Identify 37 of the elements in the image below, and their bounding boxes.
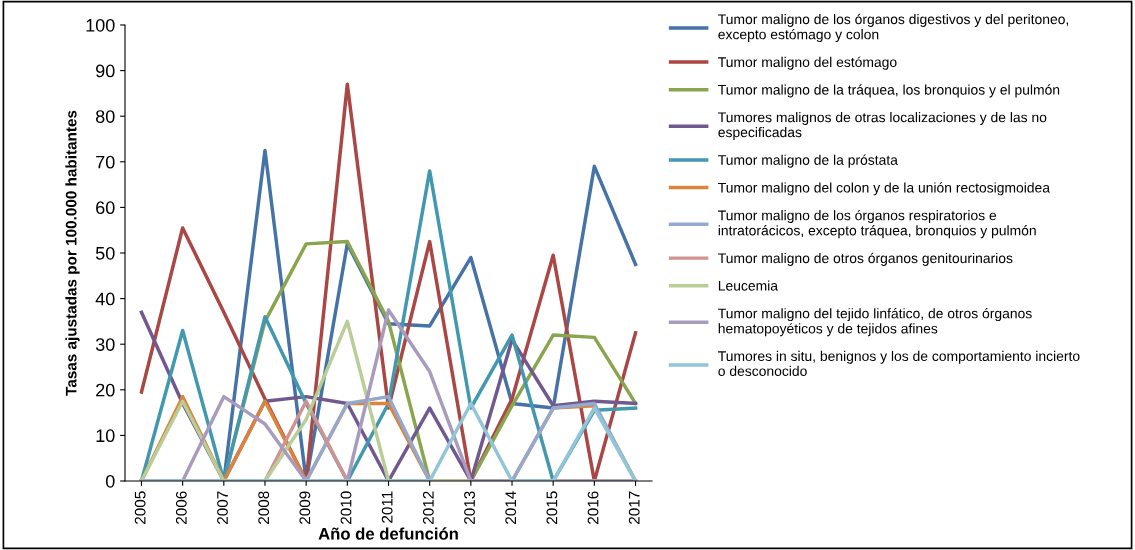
y-tick-label: 60 (96, 201, 115, 215)
x-tick-label: 2013 (464, 491, 475, 524)
legend-label: Tumor maligno del tejido linfático, de otros órganos hematopoyéticos y de tejidos afines (718, 307, 1032, 337)
legend-label: Tumores malignos de otras localizaciones y de las no especificadas (718, 112, 1047, 140)
y-tick-label: 100 (86, 18, 115, 32)
y-tick-label: 20 (96, 383, 115, 397)
x-tick-label: 2016 (587, 491, 599, 524)
y-tick-label: 10 (96, 429, 115, 443)
legend-label: Tumor maligno de la próstata (718, 154, 898, 168)
x-tick-label: 2012 (422, 491, 434, 524)
y-axis-title: Tasas ajustadas por 100.000 habitantes (65, 110, 80, 396)
x-axis-title: Año de defunción (318, 527, 458, 540)
y-tick-label: 90 (96, 64, 115, 78)
legend-label: Tumor maligno de los órganos digestivos y del peritoneo, excepto estómago y colon (718, 13, 1069, 43)
y-tick-label: 40 (95, 292, 115, 306)
x-tick-label: 2015 (546, 491, 558, 524)
legend-label: Tumor maligno de otros órganos genitourinarios (718, 252, 1013, 266)
y-tick-label: 80 (95, 110, 115, 123)
y-tick-label: 0 (105, 474, 115, 488)
legend-label: Tumor maligno de la tráquea, los bronquios y el pulmón (718, 84, 1060, 98)
y-tick-label: 30 (95, 338, 115, 351)
legend-label: Tumor maligno del colon y de la unión rectosigmoidea (718, 182, 1050, 196)
x-tick-label: 2005 (134, 491, 146, 524)
y-tick-label: 70 (96, 155, 115, 169)
x-tick-label: 2014 (505, 491, 517, 524)
x-tick-label: 2011 (381, 491, 393, 523)
legend-label: Tumores in situ, benignos y los de comportamiento incierto o desconocido (718, 350, 1080, 376)
legend-label: Tumor maligno de los órganos respiratorios e intratorácicos, excepto tráquea, bronquios y pulmón (718, 209, 1036, 239)
x-tick-label: 2006 (175, 491, 187, 524)
legend-label: Leucemia (718, 280, 778, 291)
x-tick-label: 2017 (628, 491, 640, 524)
y-tick-label: 50 (95, 246, 115, 260)
legend-label: Tumor maligno del estómago (718, 56, 897, 70)
x-tick-label: 2008 (258, 491, 270, 524)
x-tick-label: 2007 (217, 491, 228, 524)
x-tick-label: 2010 (340, 491, 352, 524)
x-tick-label: 2009 (299, 491, 311, 524)
